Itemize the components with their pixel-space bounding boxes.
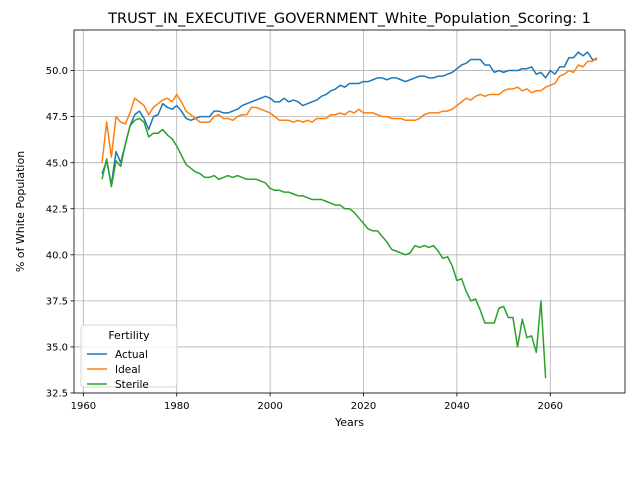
y-tick-label: 50.0 [46,66,68,77]
y-tick-label: 35.0 [46,343,68,354]
axis-ticks: 1960 1980 2000 2020 2040 2060 32.5 35.0 37.5 40.0… [46,66,563,412]
y-axis-label: % of White Population [14,151,27,272]
series-line-sterile [101,117,547,379]
legend-items: Actual Ideal Sterile [87,349,149,391]
x-tick-label: 2060 [538,401,563,412]
series-line-ideal [101,57,598,163]
legend-label-actual: Actual [115,349,148,361]
x-tick-label: 1960 [71,401,96,412]
x-tick-label: 2040 [444,401,469,412]
legend-box [80,324,178,388]
y-tick-label: 32.5 [46,389,68,400]
legend: Fertility Actual Ideal Sterile [80,324,178,391]
y-tick-label: 45.0 [46,158,68,169]
x-axis-label: Years [334,416,364,429]
legend-title: Fertility [108,329,150,342]
y-tick-label: 40.0 [46,250,68,261]
series-lines [101,51,598,379]
x-tick-label: 2000 [257,401,282,412]
chart-title: TRUST_IN_EXECUTIVE_GOVERNMENT_White_Popu… [107,11,591,27]
legend-label-sterile: Sterile [115,379,149,391]
series-line-actual [101,51,597,186]
y-tick-label: 37.5 [46,296,68,307]
x-tick-label: 1980 [164,401,189,412]
y-tick-label: 47.5 [46,112,68,123]
plot-frame [73,29,626,394]
y-tick-label: 42.5 [46,204,68,215]
x-tick-label: 2020 [351,401,376,412]
legend-label-ideal: Ideal [115,364,141,376]
